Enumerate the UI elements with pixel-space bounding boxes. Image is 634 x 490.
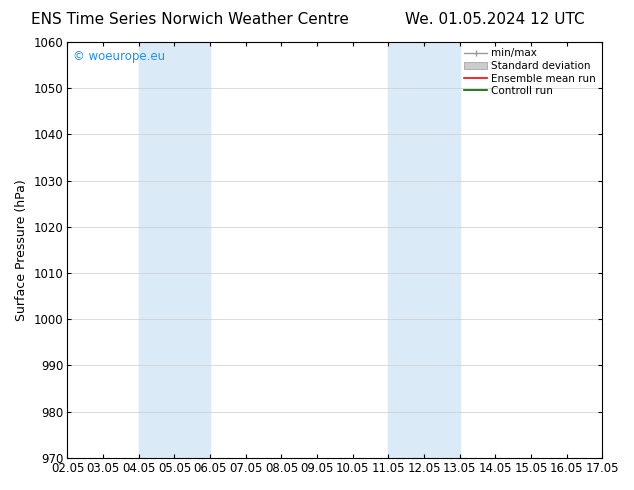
Text: We. 01.05.2024 12 UTC: We. 01.05.2024 12 UTC — [404, 12, 585, 27]
Y-axis label: Surface Pressure (hPa): Surface Pressure (hPa) — [15, 179, 28, 321]
Bar — [139, 42, 210, 458]
Text: © woeurope.eu: © woeurope.eu — [73, 50, 165, 63]
Legend: min/max, Standard deviation, Ensemble mean run, Controll run: min/max, Standard deviation, Ensemble me… — [460, 44, 600, 100]
Text: ENS Time Series Norwich Weather Centre: ENS Time Series Norwich Weather Centre — [31, 12, 349, 27]
Bar — [389, 42, 460, 458]
